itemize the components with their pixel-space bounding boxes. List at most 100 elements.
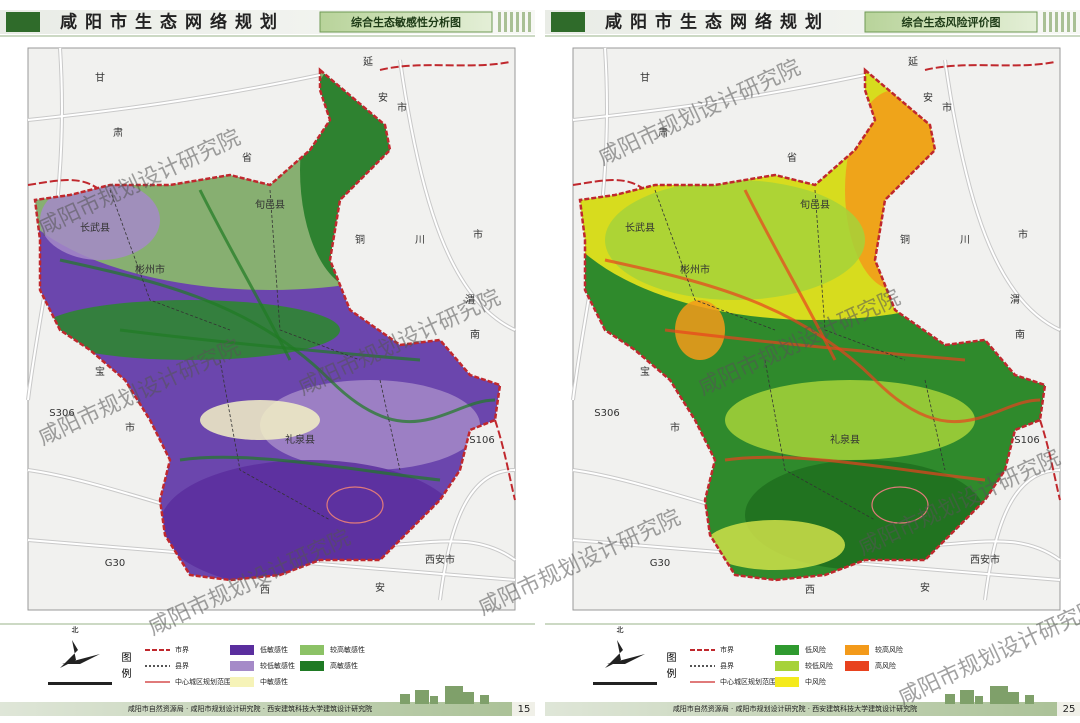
legend-swatch	[230, 645, 254, 655]
road	[399, 59, 516, 331]
map-label: 市	[397, 101, 407, 114]
map-label: G30	[105, 558, 125, 569]
north-arrow	[605, 640, 645, 668]
map-label: 彬州市	[680, 263, 710, 276]
subtitle-box	[319, 11, 493, 33]
legend-label: 高风险	[875, 661, 896, 670]
map-label: 安	[920, 581, 930, 594]
legend-swatch	[845, 645, 869, 655]
scale-bar	[593, 682, 657, 685]
header-title: 咸阳市生态网络规划	[60, 12, 285, 33]
header-subtitle: 综合生态敏感性分析图	[351, 15, 461, 29]
skyline	[990, 686, 1008, 704]
river	[179, 455, 441, 482]
map-label: 川	[960, 235, 970, 246]
skyline	[462, 692, 474, 704]
scale-bar	[48, 682, 112, 685]
map-label: 甘	[95, 71, 105, 84]
map-zone	[260, 380, 480, 470]
header-stripe	[1049, 12, 1052, 32]
map-label: 安	[378, 91, 388, 104]
map-label: 长武县	[80, 221, 110, 234]
map-label: 市	[942, 101, 952, 114]
page: 咸阳市生态网络规划 综合生态敏感性分析图甘肃省延安市铜川市渭南宝市长武县彬州市旬邑…	[0, 10, 535, 716]
watermark: 咸阳市规划设计研究院	[895, 595, 1080, 711]
legend-label: 较高风险	[875, 645, 903, 654]
map-label: 川	[415, 235, 425, 246]
legend-swatch	[775, 661, 799, 671]
center-area	[326, 486, 384, 524]
header-block	[6, 12, 40, 32]
county-boundary	[379, 379, 401, 471]
north-label: 北	[72, 626, 79, 634]
county-boundary	[109, 189, 231, 331]
footer-credits: 咸阳市自然资源局 · 咸阳市规划设计研究院 · 西安建筑科技大学建筑设计研究院	[673, 704, 917, 713]
north-arrow	[60, 640, 100, 668]
city-boundary	[578, 67, 1047, 582]
county-boundary	[654, 189, 776, 331]
road	[439, 469, 516, 601]
map-label: 省	[242, 151, 252, 164]
skyline	[430, 696, 438, 704]
header-block	[551, 12, 585, 32]
map-label: G30	[650, 558, 670, 569]
skyline	[1025, 695, 1034, 704]
legend-label: 中敏感性	[260, 677, 288, 686]
map-label: 渭	[465, 294, 475, 306]
county-boundary	[814, 189, 906, 361]
legend-label: 低敏感性	[260, 645, 288, 654]
footer-credits: 咸阳市自然资源局 · 咸阳市规划设计研究院 · 西安建筑科技大学建筑设计研究院	[128, 704, 372, 713]
legend-label: 较低风险	[805, 661, 833, 670]
legend-label: 县界	[720, 662, 734, 670]
header-stripe	[528, 12, 531, 32]
river	[724, 455, 986, 482]
map-label: 宝	[640, 365, 650, 378]
header-stripe	[504, 12, 507, 32]
map-label: 南	[470, 328, 480, 341]
legend-title: 图例	[119, 652, 131, 684]
map-label: S306	[594, 408, 619, 419]
map-label: 市	[670, 421, 680, 434]
skyline	[445, 686, 463, 704]
map-label: S306	[49, 408, 74, 419]
province-boundary	[572, 61, 1061, 501]
header-stripe	[522, 12, 525, 32]
legend-swatch	[300, 661, 324, 671]
legend-label: 较高敏感性	[330, 645, 365, 654]
north-label: 北	[617, 626, 624, 634]
map-label: 南	[1015, 328, 1025, 341]
legend-label: 市界	[720, 645, 734, 654]
skyline	[415, 690, 429, 704]
river	[604, 258, 1041, 423]
header-stripe	[516, 12, 519, 32]
subtitle-box	[864, 11, 1038, 33]
map-zone	[40, 180, 160, 260]
legend-label: 高敏感性	[330, 661, 358, 670]
map-zone	[705, 520, 845, 570]
page-box	[1057, 702, 1080, 716]
header-stripe	[1067, 12, 1070, 32]
map-label: 彬州市	[135, 263, 165, 276]
legend-label: 县界	[175, 662, 189, 670]
skyline	[975, 696, 983, 704]
header-stripe	[1061, 12, 1064, 32]
map-label: 西安市	[970, 553, 1000, 566]
skyline	[945, 694, 955, 704]
header-subtitle: 综合生态风险评价图	[902, 15, 1001, 29]
legend-label: 市界	[175, 645, 189, 654]
road	[572, 74, 866, 121]
legend-swatch	[230, 677, 254, 687]
page-number: 25	[1063, 704, 1076, 715]
map-label: 安	[375, 581, 385, 594]
map-label: 旬邑县	[255, 198, 285, 211]
legend-label: 中风险	[805, 677, 826, 686]
header-stripe	[510, 12, 513, 32]
map-label: 省	[787, 151, 797, 164]
map-label: S106	[1014, 435, 1039, 446]
map-label: 长武县	[625, 221, 655, 234]
map-label: 旬邑县	[800, 198, 830, 211]
legend-label: 较低敏感性	[260, 661, 295, 670]
center-area	[871, 486, 929, 524]
legend-title: 图例	[664, 652, 676, 684]
